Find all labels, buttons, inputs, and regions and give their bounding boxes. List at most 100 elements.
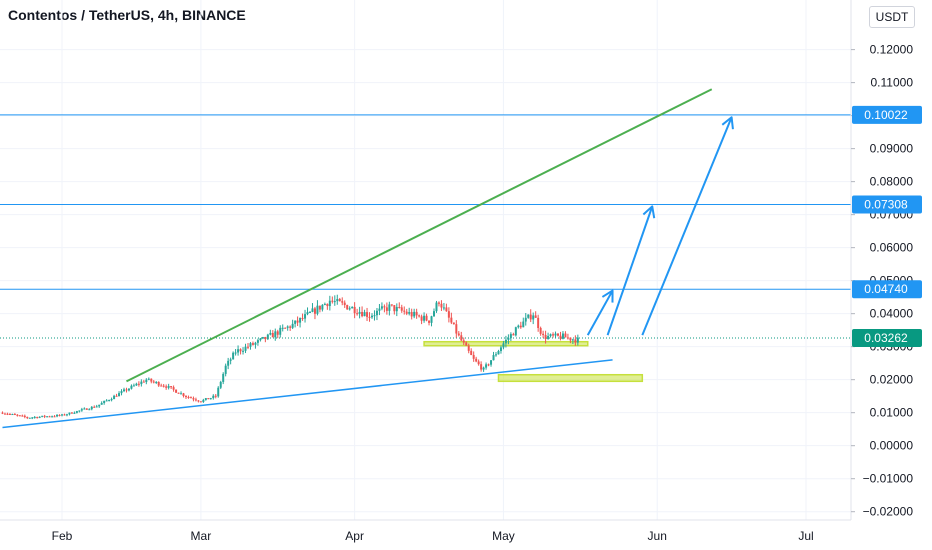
candle-body xyxy=(323,303,326,305)
candle-body xyxy=(470,350,473,355)
candle-body xyxy=(21,415,24,417)
candle-body xyxy=(514,327,517,336)
candle-body xyxy=(61,414,63,416)
y-tick-label: 0.11000 xyxy=(871,76,914,90)
candle-body xyxy=(150,378,153,382)
candle-body xyxy=(445,307,448,312)
candle-body xyxy=(284,327,287,329)
support-zones xyxy=(423,340,644,383)
projection-arrow-head xyxy=(642,205,656,219)
candle-body xyxy=(309,311,311,313)
candle-body xyxy=(279,327,282,335)
candle-body xyxy=(410,312,413,317)
candle-body xyxy=(403,310,406,312)
y-tick-label: −0.01000 xyxy=(863,472,914,486)
candle-body xyxy=(490,360,493,365)
currency-unit-button[interactable]: USDT xyxy=(869,6,915,28)
candle-body xyxy=(13,414,16,416)
candle-body xyxy=(537,317,540,328)
candle-body xyxy=(338,298,341,302)
candle-body xyxy=(103,400,106,403)
candle-body xyxy=(98,404,101,407)
y-tick-label: 0.09000 xyxy=(870,142,914,156)
level-tag xyxy=(852,105,922,124)
candle-body xyxy=(316,305,319,314)
candle-body xyxy=(160,385,163,387)
candle-body xyxy=(152,381,155,383)
candle-body xyxy=(137,383,140,385)
candle-body xyxy=(224,365,227,374)
candle-body xyxy=(222,373,225,382)
candle-body xyxy=(26,416,29,418)
candle-body xyxy=(269,332,272,335)
candle-body xyxy=(371,315,373,318)
candle-body xyxy=(291,323,294,328)
candle-body xyxy=(480,364,483,370)
candle-body xyxy=(450,317,453,323)
candle-body xyxy=(214,395,217,397)
candle-body xyxy=(561,333,564,339)
current-price-label: 0.03262 xyxy=(864,331,908,345)
candle-body xyxy=(276,331,279,335)
candle-body xyxy=(33,417,36,419)
candle-body xyxy=(373,315,376,317)
candle-body xyxy=(336,298,339,302)
candle-body xyxy=(547,335,550,340)
candle-body xyxy=(197,400,200,402)
y-tick-label: 0.01000 xyxy=(870,406,914,420)
level-tag-label: 0.10022 xyxy=(864,108,908,122)
y-tick-label: −0.02000 xyxy=(863,505,914,519)
candle-body xyxy=(209,398,212,400)
candle-body xyxy=(433,311,435,317)
candle-body xyxy=(147,378,150,380)
candle-body xyxy=(251,343,254,345)
candle-body xyxy=(524,317,527,322)
candle-body xyxy=(452,322,455,325)
candle-body xyxy=(100,402,103,405)
candle-body xyxy=(73,412,76,414)
candle-body xyxy=(504,339,507,344)
candle-body xyxy=(199,401,202,403)
y-tick-label: 0.06000 xyxy=(870,241,914,255)
grid-lines xyxy=(0,0,851,520)
candle-body xyxy=(120,391,123,394)
candle-body xyxy=(440,303,443,308)
candle-body xyxy=(482,367,485,370)
candle-body xyxy=(110,399,113,401)
candle-body xyxy=(38,416,41,418)
candle-body xyxy=(566,337,569,339)
candle-body xyxy=(418,315,421,317)
candle-body xyxy=(167,386,170,388)
upper-trendline xyxy=(126,88,713,383)
candle-body xyxy=(177,392,180,394)
candle-body xyxy=(53,416,56,418)
candle-body xyxy=(321,304,324,310)
candle-body xyxy=(18,415,21,417)
candle-body xyxy=(185,396,187,398)
candle-body xyxy=(333,301,336,303)
candle-body xyxy=(264,336,267,340)
candle-body xyxy=(204,398,207,400)
candle-body xyxy=(271,332,274,338)
candle-body xyxy=(8,414,11,416)
candle-body xyxy=(95,406,98,408)
candle-body xyxy=(239,349,242,352)
candle-body xyxy=(212,395,215,399)
candle-body xyxy=(353,306,356,314)
candle-body xyxy=(542,333,545,335)
candle-body xyxy=(41,415,44,417)
candle-body xyxy=(544,334,547,340)
candle-body xyxy=(393,305,396,312)
candle-body xyxy=(328,300,331,307)
candle-body xyxy=(557,333,559,336)
candle-body xyxy=(155,382,158,384)
candle-body xyxy=(472,354,475,359)
candle-body xyxy=(130,385,133,389)
candle-body xyxy=(6,413,9,415)
candle-body xyxy=(576,337,579,343)
candle-body xyxy=(70,412,73,414)
candle-body xyxy=(247,346,249,348)
candle-body xyxy=(259,338,262,341)
candle-body xyxy=(390,304,393,306)
